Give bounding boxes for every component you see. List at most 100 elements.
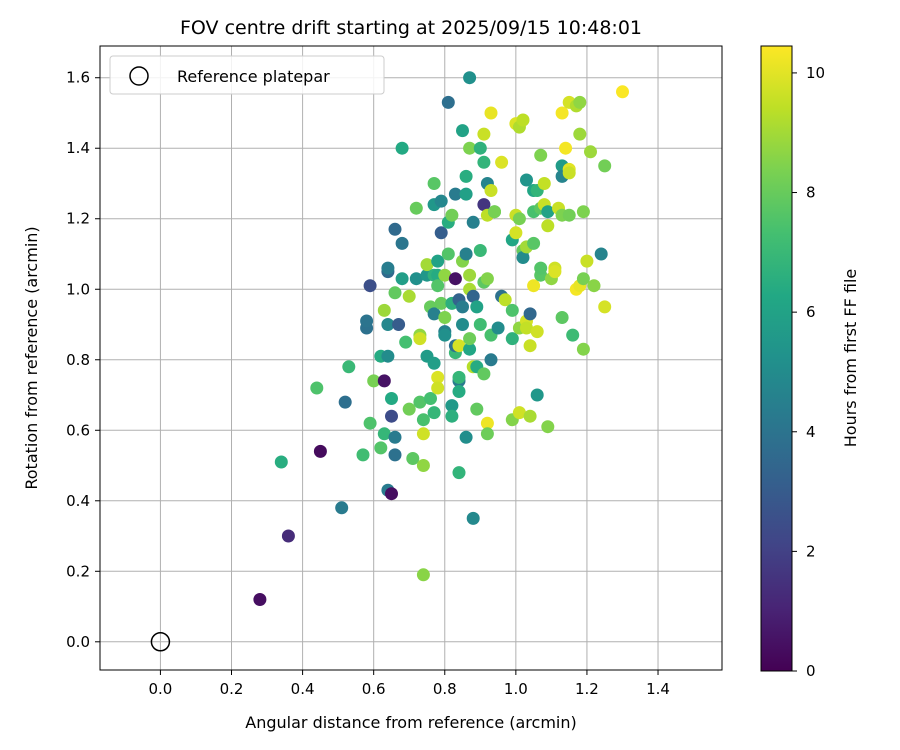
data-point [441,95,455,109]
data-point [313,444,327,458]
data-point [534,261,548,275]
data-point [395,236,409,250]
data-point [434,296,448,310]
legend-box [109,55,385,95]
x-tick-label: 0.2 [220,680,244,698]
data-point [466,511,480,525]
data-point [484,184,498,197]
data-point [274,455,288,469]
data-point [466,289,480,303]
y-tick-label: 0.4 [66,492,90,510]
data-point [427,177,441,190]
data-point [445,399,459,413]
data-point [537,177,551,190]
data-point [409,201,423,215]
data-point [527,236,541,250]
data-point [431,370,445,384]
data-point [392,318,406,331]
data-point [434,194,448,208]
plot-frame [99,45,723,671]
data-point [402,289,416,303]
data-point [559,141,573,155]
data-point [452,466,466,480]
colorbar-tick-label: 2 [806,542,816,560]
data-point [406,452,420,465]
data-point [459,187,473,201]
data-point [388,222,402,236]
data-point [523,307,537,321]
data-point [413,332,427,346]
x-tick-label: 1.2 [575,680,599,698]
data-point [416,568,430,582]
y-tick-label: 0.0 [66,633,90,651]
data-point [509,226,523,240]
y-tick-label: 1.2 [66,210,90,228]
data-point [452,339,466,353]
data-point [541,420,555,434]
data-point [424,392,437,405]
data-point [541,205,555,219]
data-point [523,339,537,353]
data-point [530,388,544,402]
data-point [409,272,423,286]
data-point [452,370,466,384]
data-point [473,244,487,257]
data-point [427,356,441,370]
y-tick-label: 0.6 [66,421,90,439]
data-point [381,261,395,275]
data-point [456,124,469,138]
data-point [555,106,569,120]
reference-marker [150,632,171,652]
data-point [459,247,473,261]
data-point [399,335,413,349]
data-point [342,360,356,374]
data-point [477,198,491,212]
data-point [584,145,597,159]
data-point [416,413,430,427]
data-point [594,247,608,261]
data-point [427,406,441,420]
data-point [516,251,530,264]
x-axis-label: Angular distance from reference (arcmin) [245,713,576,732]
data-point [385,392,398,405]
data-point [395,272,409,286]
colorbar [760,45,793,672]
data-point [576,272,590,286]
data-point [555,311,569,324]
data-point [520,321,533,335]
data-point [463,141,477,155]
data-point [363,416,377,430]
chart-title: FOV centre drift starting at 2025/09/15 … [180,17,642,39]
data-point [534,148,548,162]
data-point [459,430,473,444]
data-point [480,427,494,441]
data-point [470,402,484,416]
legend: Reference platepar [109,55,385,95]
data-point [452,385,466,398]
data-point [416,459,430,472]
x-tick-label: 0.8 [433,680,457,698]
colorbar-tick-label: 8 [806,184,816,202]
data-point [566,328,580,342]
data-point [420,258,434,272]
x-axis-ticks: 0.0 0.2 0.4 0.6 0.8 1.0 1.2 1.4 [148,670,670,698]
data-point [505,332,519,346]
data-point [413,395,427,409]
data-point [427,307,441,321]
colorbar-tick-label: 10 [806,64,825,82]
data-point [431,279,445,293]
data-point [527,279,541,293]
data-point [416,427,430,441]
y-tick-label: 1.6 [66,69,90,87]
data-point [466,215,480,229]
y-tick-label: 0.8 [66,351,90,369]
data-point [445,208,459,222]
data-point [253,593,267,606]
colorbar-ticks: 0 2 4 6 8 10 [792,64,825,680]
y-tick-label: 1.4 [66,139,90,157]
colorbar-tick-label: 6 [806,303,816,321]
data-point [377,303,391,317]
y-axis-label: Rotation from reference (arcmin) [22,226,41,489]
data-point [374,441,388,455]
data-point [512,212,526,226]
